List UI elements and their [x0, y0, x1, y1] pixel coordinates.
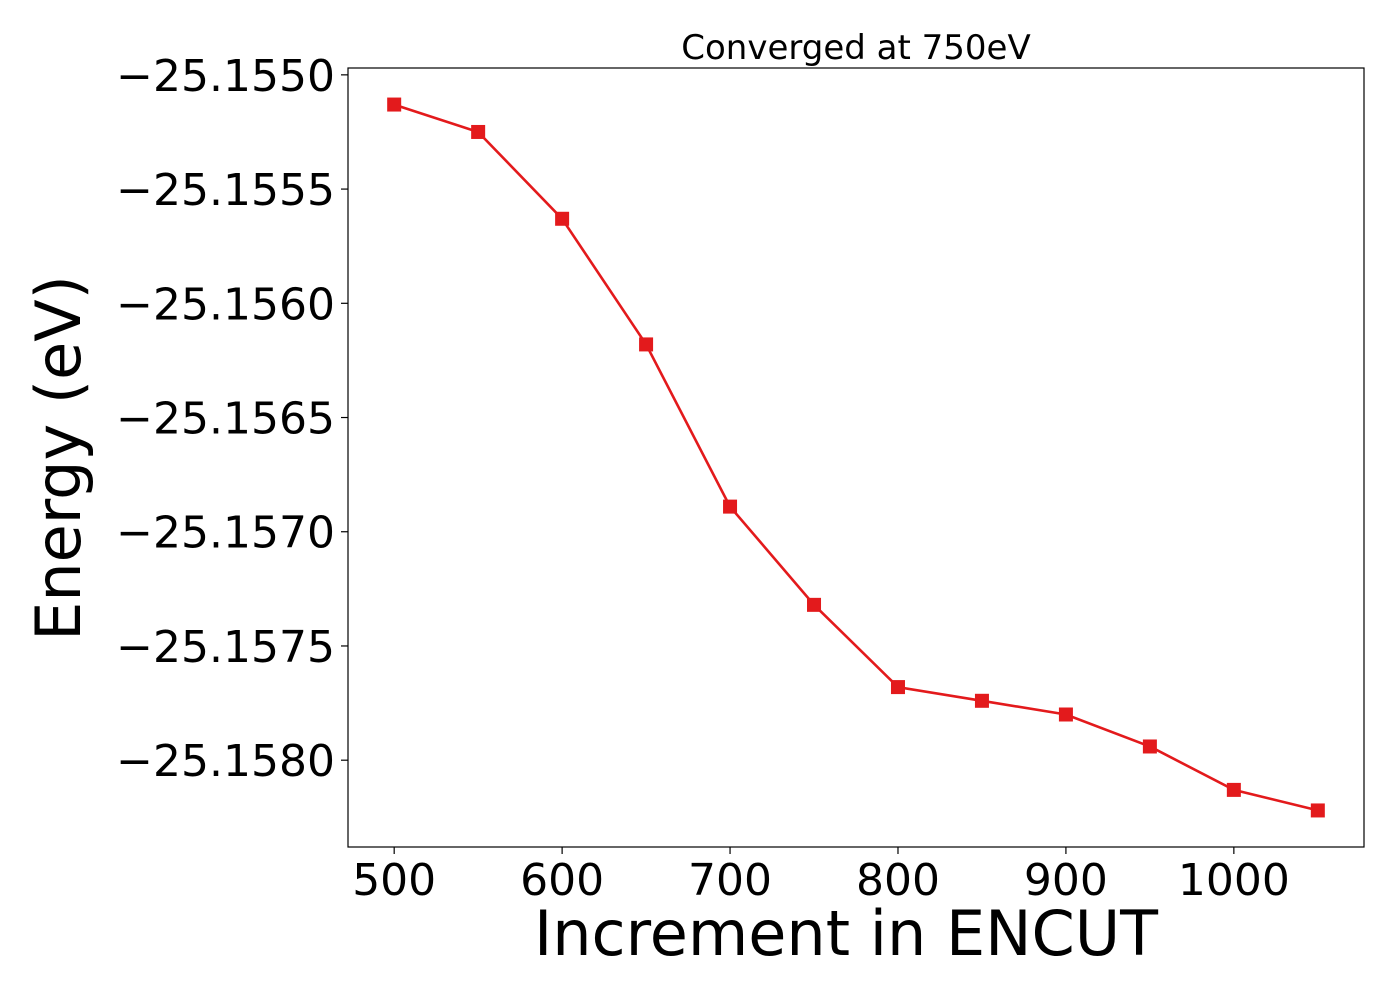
y-axis-ticks: −25.1550 −25.1555 −25.1560 −25.1565 −25.1570…: [116, 51, 348, 787]
y-tick-label: −25.1580: [116, 736, 335, 787]
chart-title: Converged at 750eV: [681, 28, 1030, 68]
y-tick-label: −25.1555: [116, 165, 335, 216]
plot-area: [347, 67, 1365, 848]
data-point-marker: [387, 97, 402, 112]
y-tick-label: −25.1550: [116, 51, 335, 102]
y-axis-label: Energy (eV): [22, 275, 95, 641]
x-tick-label: 900: [1024, 855, 1108, 906]
y-tick-label: −25.1565: [116, 394, 335, 445]
x-tick-label: 1000: [1178, 855, 1290, 906]
data-point-marker: [1142, 739, 1157, 754]
data-point-marker: [1310, 803, 1325, 818]
data-point-marker: [1058, 707, 1073, 722]
data-point-marker: [1226, 782, 1241, 797]
y-tick-label: −25.1575: [116, 622, 335, 673]
data-series: [387, 97, 1325, 818]
data-point-marker: [890, 680, 905, 695]
y-tick-label: −25.1560: [116, 279, 335, 330]
x-tick-label: 500: [352, 855, 436, 906]
x-tick-label: 800: [856, 855, 940, 906]
data-point-marker: [639, 337, 654, 352]
data-point-marker: [974, 693, 989, 708]
y-tick-label: −25.1570: [116, 508, 335, 559]
data-point-marker: [807, 597, 822, 612]
data-point-marker: [723, 499, 738, 514]
x-axis-label: Increment in ENCUT: [534, 897, 1159, 970]
data-point-marker: [471, 124, 486, 139]
x-tick-label: 600: [520, 855, 604, 906]
series-line: [393, 103, 1319, 812]
data-point-marker: [555, 211, 570, 226]
x-axis-ticks: 500 600 700 800 900 1000: [352, 847, 1290, 906]
x-tick-label: 700: [688, 855, 772, 906]
